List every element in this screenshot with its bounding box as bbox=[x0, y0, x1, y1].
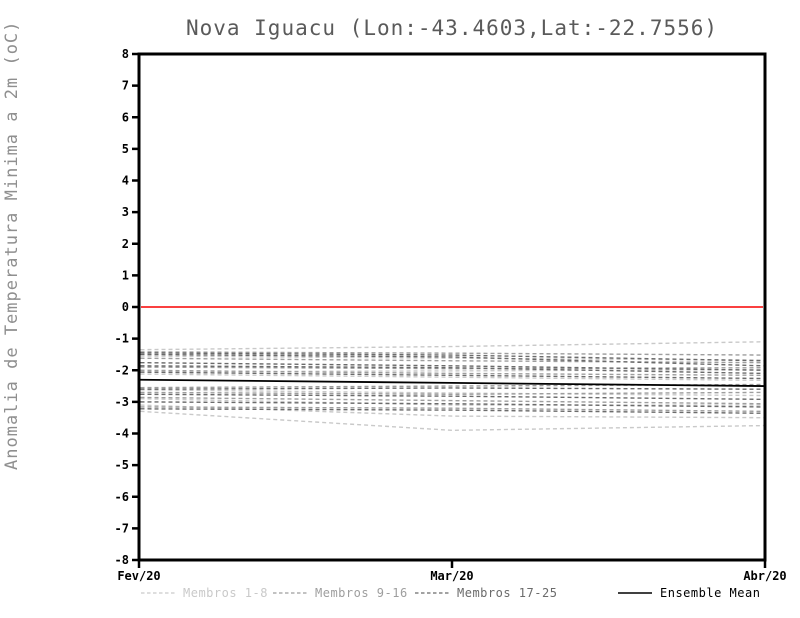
ensemble-member-line bbox=[140, 387, 764, 390]
ensemble-member-line bbox=[140, 406, 764, 413]
ensemble-mean-line bbox=[140, 378, 764, 387]
plot-frame bbox=[137, 52, 767, 562]
y-axis-tick-label: 6 bbox=[122, 110, 129, 124]
ensemble-member-line bbox=[140, 404, 764, 419]
ensemble-member-line bbox=[140, 371, 764, 380]
y-axis-tick-label: -1 bbox=[115, 332, 129, 346]
ensemble-member-line bbox=[140, 341, 764, 351]
x-axis-tick-label: Abr/20 bbox=[743, 569, 786, 583]
y-axis-tick-label: 7 bbox=[122, 79, 129, 93]
ensemble-member-line bbox=[140, 352, 764, 362]
ensemble-member-line bbox=[140, 361, 764, 371]
ensemble-member-line bbox=[140, 351, 764, 356]
ensemble-member-line bbox=[140, 389, 764, 397]
y-axis-tick-label: 5 bbox=[122, 142, 129, 156]
ensemble-member-line bbox=[140, 391, 764, 395]
y-axis-tick-label: -5 bbox=[115, 458, 129, 472]
legend-solid-line-sample bbox=[618, 592, 652, 594]
ensemble-member-line bbox=[140, 401, 764, 408]
legend-dashed-line-sample bbox=[273, 592, 307, 594]
legend-item-membros-9-16: Membros 9-16 bbox=[272, 586, 408, 600]
x-axis-tick-label: Mar/20 bbox=[430, 569, 473, 583]
legend-item-membros-1-8: Membros 1-8 bbox=[140, 586, 268, 600]
y-axis-tick-label: -8 bbox=[115, 553, 129, 567]
ensemble-member-line bbox=[140, 398, 764, 406]
legend-dashed-line-sample bbox=[415, 592, 449, 594]
legend-label: Membros 9-16 bbox=[315, 586, 408, 600]
legend-label: Membros 1-8 bbox=[183, 586, 268, 600]
legend-label: Membros 17-25 bbox=[457, 586, 558, 600]
legend-item-membros-17-25: Membros 17-25 bbox=[414, 586, 557, 600]
y-axis-tick-label: -2 bbox=[115, 363, 129, 377]
y-axis-tick-label: 0 bbox=[122, 300, 129, 314]
ensemble-member-line bbox=[140, 408, 764, 414]
y-axis-tick-label: -3 bbox=[115, 395, 129, 409]
y-axis-tick-label: -7 bbox=[115, 521, 129, 535]
legend: Membros 1-8 Membros 9-16 Membros 17-25 Ense… bbox=[0, 586, 800, 602]
ensemble-member-line bbox=[140, 393, 764, 401]
x-axis-tick-label: Fev/20 bbox=[117, 569, 160, 583]
y-axis-tick-label: 1 bbox=[122, 268, 129, 282]
ensemble-member-line bbox=[140, 353, 764, 367]
ensemble-member-line bbox=[140, 365, 764, 375]
ensemble-member-line bbox=[140, 369, 764, 377]
y-axis-tick-label: 8 bbox=[122, 47, 129, 61]
ensemble-member-line bbox=[140, 373, 764, 382]
ensemble-member-line bbox=[140, 357, 764, 364]
legend-item-ensemble-mean: Ensemble Mean bbox=[617, 586, 760, 600]
ensemble-member-line bbox=[140, 368, 764, 373]
chart-title: Nova Iguacu (Lon:-43.4603,Lat:-22.7556) bbox=[185, 16, 719, 40]
ensemble-member-line bbox=[140, 396, 764, 405]
legend-label: Ensemble Mean bbox=[660, 586, 761, 600]
y-axis-tick-label: 4 bbox=[122, 174, 129, 188]
ensemble-member-line bbox=[140, 410, 764, 432]
y-axis-tick-label: -6 bbox=[115, 490, 129, 504]
legend-dashed-line-sample bbox=[141, 592, 175, 594]
y-axis-tick-label: 2 bbox=[122, 237, 129, 251]
ensemble-member-line bbox=[140, 366, 764, 370]
y-axis-tick-label: -4 bbox=[115, 427, 129, 441]
y-axis-tick-label: 3 bbox=[122, 205, 129, 219]
